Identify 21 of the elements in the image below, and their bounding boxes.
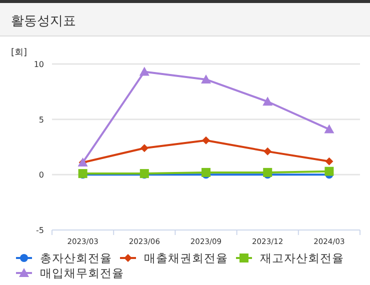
point: [324, 166, 334, 176]
point: [202, 168, 210, 177]
legend-label: 총자산회전율: [40, 251, 112, 265]
point: [140, 144, 148, 152]
point: [264, 147, 272, 156]
y-tick-label: 5: [38, 115, 44, 124]
point: [262, 96, 273, 106]
point: [201, 74, 211, 84]
legend-label: 매입채무회전율: [40, 266, 124, 280]
y-tick-label: 0: [38, 170, 44, 180]
point: [324, 124, 334, 134]
y-axis-title: [회]: [11, 48, 28, 58]
point: [202, 136, 210, 144]
y-tick-label: 10: [34, 60, 44, 69]
legend-label: 매출채권회전율: [144, 251, 228, 265]
chart-title: 활동성지표: [11, 14, 76, 29]
y-tick-label: -5: [36, 226, 44, 235]
point: [263, 168, 272, 177]
point: [325, 157, 334, 166]
legend-label: 재고자산회전율: [260, 251, 344, 265]
point: [139, 66, 150, 76]
